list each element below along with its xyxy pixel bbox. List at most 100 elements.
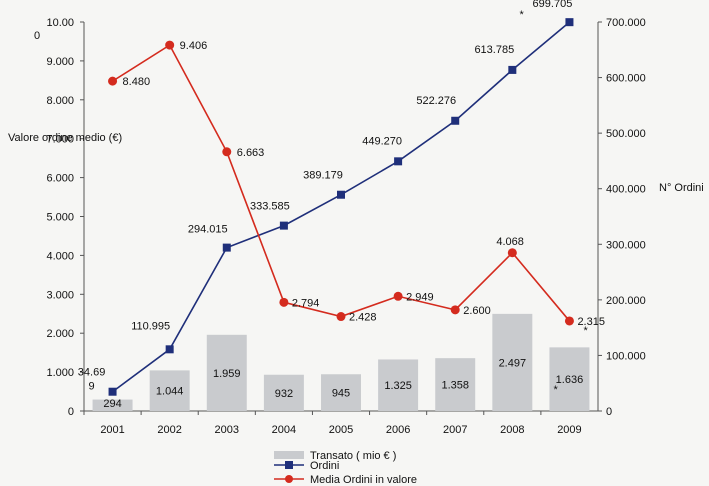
media-point <box>336 312 346 322</box>
x-tick-label: 2002 <box>157 424 181 436</box>
media-point <box>564 316 574 326</box>
y-tick-label: 4.000 <box>46 250 74 262</box>
y-tick-label: 8.000 <box>46 95 74 107</box>
bar <box>378 359 419 411</box>
data-labels: 294 1.044 1.959 932 945 1.325 1.358 2.497 1.636 3… <box>78 0 605 410</box>
ordini-point <box>337 190 345 199</box>
y2-tick-label: 700.000 <box>606 17 646 29</box>
bar <box>321 374 361 411</box>
ordini-value-label: 389.179 <box>303 170 343 182</box>
ordini-point <box>451 116 460 125</box>
bar-value-label: 932 <box>275 388 293 400</box>
bar-value-label: 2.497 <box>499 357 527 369</box>
axes: 0 1.000 2.000 3.000 4.000 5.000 6.000 7.000 8.00… <box>34 17 646 436</box>
y-tick-label: 3.000 <box>46 289 74 301</box>
ordini-value-label: 699.705 <box>533 0 573 10</box>
ordini-point <box>165 345 174 354</box>
media-value-label: 2.949 <box>406 291 434 303</box>
ordini-point <box>394 157 403 166</box>
legend: Transato ( mio € )Ordini Media Ordini in … <box>274 450 417 486</box>
y-tick-label: 9.000 <box>46 56 74 68</box>
x-tick-label: 2009 <box>557 424 581 436</box>
bar-value-label: 1.959 <box>213 368 241 380</box>
media-point <box>222 147 232 157</box>
y2-tick-label: 0 <box>606 406 612 418</box>
bar <box>435 358 476 411</box>
ordini-value-label: 449.270 <box>362 135 402 147</box>
legend-swatch-bar <box>274 451 304 459</box>
media-point <box>108 76 118 86</box>
x-tick-label: 2005 <box>329 424 353 436</box>
y2-tick-label: 100.000 <box>606 350 646 362</box>
y-tick-label: 5.000 <box>46 212 74 224</box>
y-tick-label: 0 <box>68 406 74 418</box>
ordini-value-label: 613.785 <box>474 44 514 56</box>
y-tick-label: 10.00 0 <box>34 17 74 42</box>
ordini-point <box>279 221 288 230</box>
y-axis-title: Valore ordine medio (€) <box>8 132 122 144</box>
y2-tick-label: 500.000 <box>606 128 646 140</box>
ordini-point <box>222 243 231 252</box>
x-tick-label: 2008 <box>500 424 524 436</box>
y2-tick-label: 300.000 <box>606 239 646 251</box>
x-tick-label: 2001 <box>100 424 124 436</box>
ordini-point <box>565 18 574 27</box>
y2-tick-label: 400.000 <box>606 184 646 196</box>
y2-tick-label: 200.000 <box>606 295 646 307</box>
bar-value-label: 1.044 <box>156 386 184 398</box>
bar <box>492 313 533 411</box>
asterisk-annotation: * <box>553 384 558 396</box>
ordini-value-label: 34.69 9 <box>78 367 106 393</box>
media-value-label: 2.794 <box>292 297 320 309</box>
bar <box>149 370 190 411</box>
media-value-label: 8.480 <box>123 76 151 88</box>
bar-value-label: 294 <box>103 398 121 410</box>
y-tick-label: 7.000 <box>46 134 74 146</box>
bar <box>92 399 133 411</box>
bars-series <box>92 313 590 411</box>
bar-value-label: 945 <box>332 388 350 400</box>
bar <box>549 347 590 411</box>
media-point <box>450 305 460 315</box>
media-point <box>279 297 289 307</box>
ordini-point <box>508 65 517 74</box>
y2-axis-title: N° Ordini <box>659 182 704 194</box>
legend-label-ordini: Ordini <box>310 460 339 472</box>
x-tick-label: 2003 <box>215 424 239 436</box>
bar-value-label: 1.358 <box>441 380 469 392</box>
y-tick-label: 6.000 <box>46 173 74 185</box>
asterisk-annotation: * <box>583 325 588 337</box>
legend-label-transato: Transato ( mio € ) <box>310 450 396 462</box>
media-value-label: 2.428 <box>349 312 377 324</box>
ordini-value-label: 110.995 <box>131 320 170 332</box>
ordini-value-label: 333.585 <box>250 201 290 213</box>
media-value-label: 2.315 <box>577 316 605 328</box>
bar-value-label: 1.325 <box>384 380 412 392</box>
y2-tick-label: 600.000 <box>606 73 646 85</box>
asterisk-annotation: * <box>519 9 524 21</box>
legend-marker-ordini <box>285 461 293 469</box>
ordini-value-label: 522.276 <box>416 95 456 107</box>
bar-value-label: 1.636 <box>556 374 584 386</box>
y-tick-label: 2.000 <box>46 328 74 340</box>
media-value-label: 2.600 <box>463 305 491 317</box>
media-point <box>165 40 175 50</box>
bar <box>263 374 304 411</box>
media-line <box>112 43 571 322</box>
x-tick-label: 2004 <box>272 424 296 436</box>
media-value-label: 4.068 <box>496 236 524 248</box>
x-tick-label: 2006 <box>386 424 410 436</box>
ordini-point <box>108 387 117 396</box>
media-point <box>393 291 403 301</box>
media-point <box>507 248 517 258</box>
media-value-label: 9.406 <box>180 40 208 52</box>
legend-label-media: Media Ordini in valore <box>310 474 417 486</box>
x-tick-label: 2007 <box>443 424 467 436</box>
bar <box>206 334 247 411</box>
ordini-value-label: 294.015 <box>188 224 228 236</box>
legend-marker-media <box>285 475 293 483</box>
y-tick-label: 1.000 <box>46 367 74 379</box>
media-value-label: 6.663 <box>237 147 265 159</box>
lines-series <box>108 18 574 396</box>
